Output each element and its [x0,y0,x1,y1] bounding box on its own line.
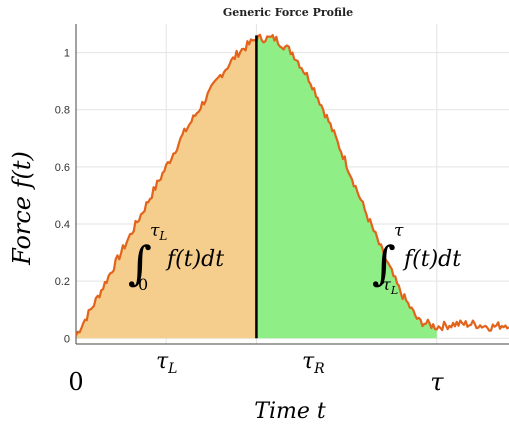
region-left-fill [76,39,257,339]
span-label-tau-r: τR [302,349,325,377]
x-axis-label: Time t [254,399,326,424]
integral-left-annotation: ∫ τL 0 f(t)dt [128,221,224,294]
integral-left-expr: f(t)dt [165,247,224,272]
span-label-tau-l: τL [156,349,177,377]
region-right-fill [256,34,437,339]
integral-right-upper: τ [394,221,404,241]
y-tick-label: 0.2 [55,276,70,288]
force-series-line [75,33,509,336]
x-marker-tau: τ [430,368,444,396]
y-tick-label: 0.8 [55,105,70,117]
y-tick-label: 0 [64,333,70,345]
integral-sign-left: ∫ [128,236,152,290]
integral-sign-right: ∫ [372,236,396,290]
integral-right-annotation: ∫ τ τL f(t)dt [372,221,461,297]
x-marker-zero: 0 [68,368,83,396]
y-tick-labels: 0 0.2 0.4 0.6 0.8 1 [55,48,70,346]
integral-right-expr: f(t)dt [402,247,461,272]
y-tick-label: 0.4 [55,219,70,231]
y-axis-label: Force f(t) [8,151,36,266]
integral-left-lower: 0 [138,275,148,294]
chart-title: Generic Force Profile [223,6,353,19]
y-tick-label: 0.6 [55,162,70,174]
y-tick-label: 1 [64,48,70,60]
